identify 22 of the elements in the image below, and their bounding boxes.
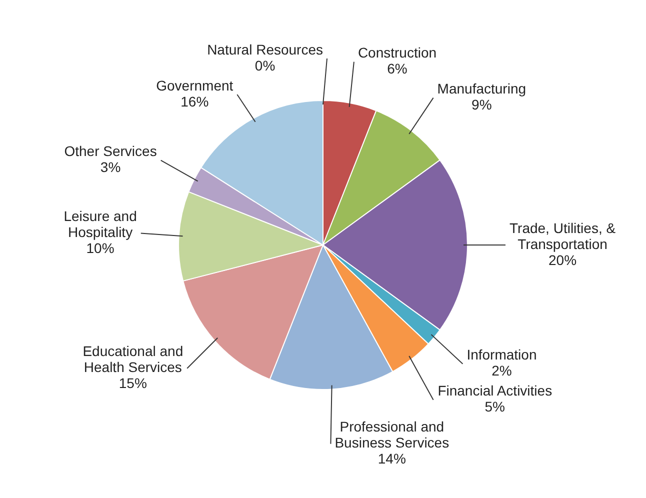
data-label: 15% xyxy=(118,375,147,392)
slice-label: Manufacturing xyxy=(437,80,526,97)
slice-label: Leisure and Hospitality xyxy=(64,208,137,240)
slice-label: Professional and Business Services xyxy=(334,418,450,451)
data-label: 16% xyxy=(180,93,209,110)
slice-label: Information xyxy=(466,346,537,363)
slice-label: Government xyxy=(156,77,234,94)
slice-label: Trade, Utilities, & Transportation xyxy=(509,220,616,252)
data-label: 14% xyxy=(378,450,406,467)
data-label: 10% xyxy=(86,240,114,256)
data-label: 9% xyxy=(472,96,492,113)
category-label: Natural Resources xyxy=(207,41,323,58)
data-label: 3% xyxy=(100,159,121,176)
data-label: 6% xyxy=(387,60,408,77)
slice-label: Construction xyxy=(358,44,437,61)
slice-label: Financial Activities xyxy=(438,382,552,399)
slice-label: Educational and Health Services xyxy=(82,343,184,376)
data-label: 5% xyxy=(484,398,505,415)
slice-label: Other Services xyxy=(64,143,157,160)
data-label: 2% xyxy=(492,362,512,379)
text: 0% xyxy=(254,57,276,74)
data-label: 20% xyxy=(548,252,577,268)
